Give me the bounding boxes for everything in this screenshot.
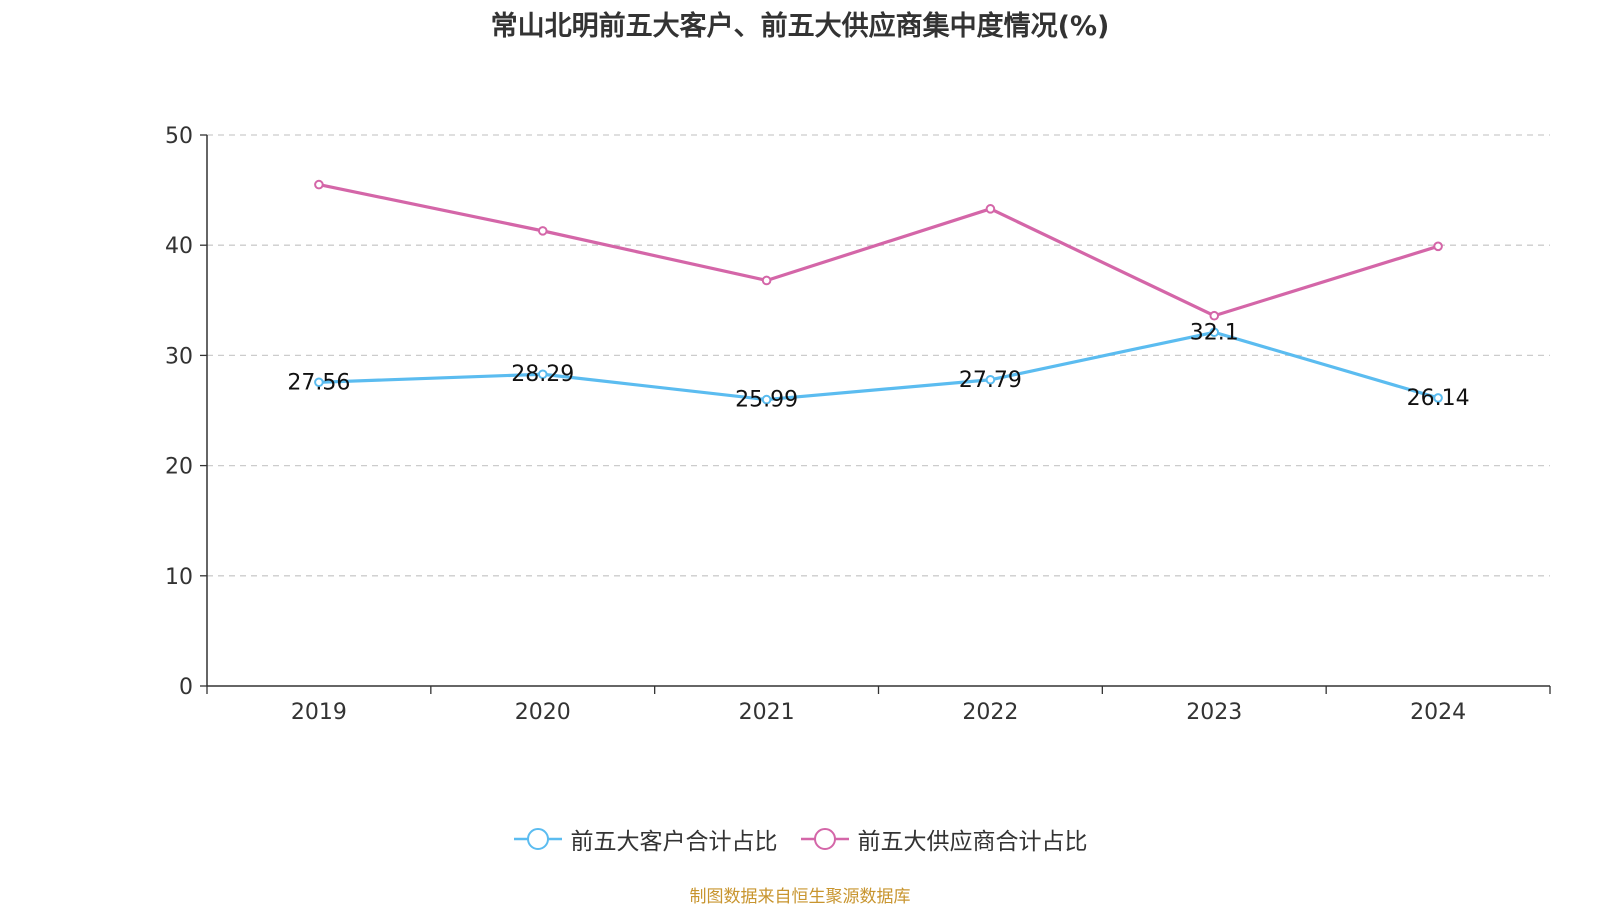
- source-note: 制图数据来自恒生聚源数据库: [689, 887, 911, 907]
- data-point: [761, 275, 772, 286]
- x-tick-label: 2022: [962, 700, 1018, 725]
- y-tick-label: 20: [165, 455, 193, 480]
- legend-label: 前五大客户合计占比: [570, 829, 778, 855]
- legend-item[interactable]: 前五大供应商合计占比: [800, 822, 1088, 856]
- legend-line-circle-icon: [513, 828, 562, 850]
- legend-item[interactable]: 前五大客户合计占比: [513, 822, 778, 856]
- data-point: [314, 179, 324, 190]
- data-point: [314, 377, 324, 388]
- grid-layer: [207, 134, 1550, 577]
- data-point: [761, 394, 772, 405]
- data-label: 27.56: [287, 370, 350, 395]
- data-label: 32.1: [1190, 320, 1239, 345]
- data-label: 28.29: [511, 362, 574, 387]
- data-point: [985, 374, 996, 385]
- x-tick-label: 2024: [1410, 700, 1466, 725]
- legend-line-circle-icon: [800, 828, 849, 850]
- data-label: 25.99: [735, 388, 798, 413]
- y-tick-label: 40: [165, 234, 193, 259]
- data-point: [1209, 310, 1220, 321]
- chart-title: 常山北明前五大客户、前五大供应商集中度情况(%): [490, 11, 1110, 42]
- x-tick-label: 2021: [739, 700, 795, 725]
- axis-layer: 0 10 20 30 40 50 2019 2020 2021 2022 2023 2024: [165, 124, 1551, 725]
- x-tick-label: 2019: [291, 700, 347, 725]
- series-layer: [314, 179, 1443, 405]
- y-tick-label: 10: [165, 565, 193, 590]
- legend-label: 前五大供应商合计占比: [857, 829, 1088, 855]
- data-label: 26.14: [1407, 386, 1470, 411]
- y-tick-label: 0: [179, 675, 193, 700]
- y-tick-label: 30: [165, 344, 193, 369]
- data-point: [1433, 393, 1443, 403]
- y-tick-label: 50: [165, 124, 193, 149]
- series-line-0: [318, 330, 1439, 402]
- series-line-1: [318, 183, 1439, 318]
- data-point: [1209, 327, 1220, 338]
- legend-marker: [526, 828, 549, 850]
- data-label: 27.79: [959, 368, 1022, 393]
- legend: 前五大客户合计占比 前五大供应商合计占比: [0, 822, 1600, 856]
- x-tick-label: 2023: [1186, 700, 1242, 725]
- data-point: [1433, 241, 1443, 252]
- data-point: [537, 226, 548, 236]
- label-layer: 27.56 28.29 25.99 27.79 32.1 26.14: [287, 320, 1469, 412]
- legend-marker: [813, 828, 836, 850]
- data-point: [985, 204, 996, 214]
- data-point: [537, 369, 548, 380]
- x-tick-label: 2020: [515, 700, 571, 725]
